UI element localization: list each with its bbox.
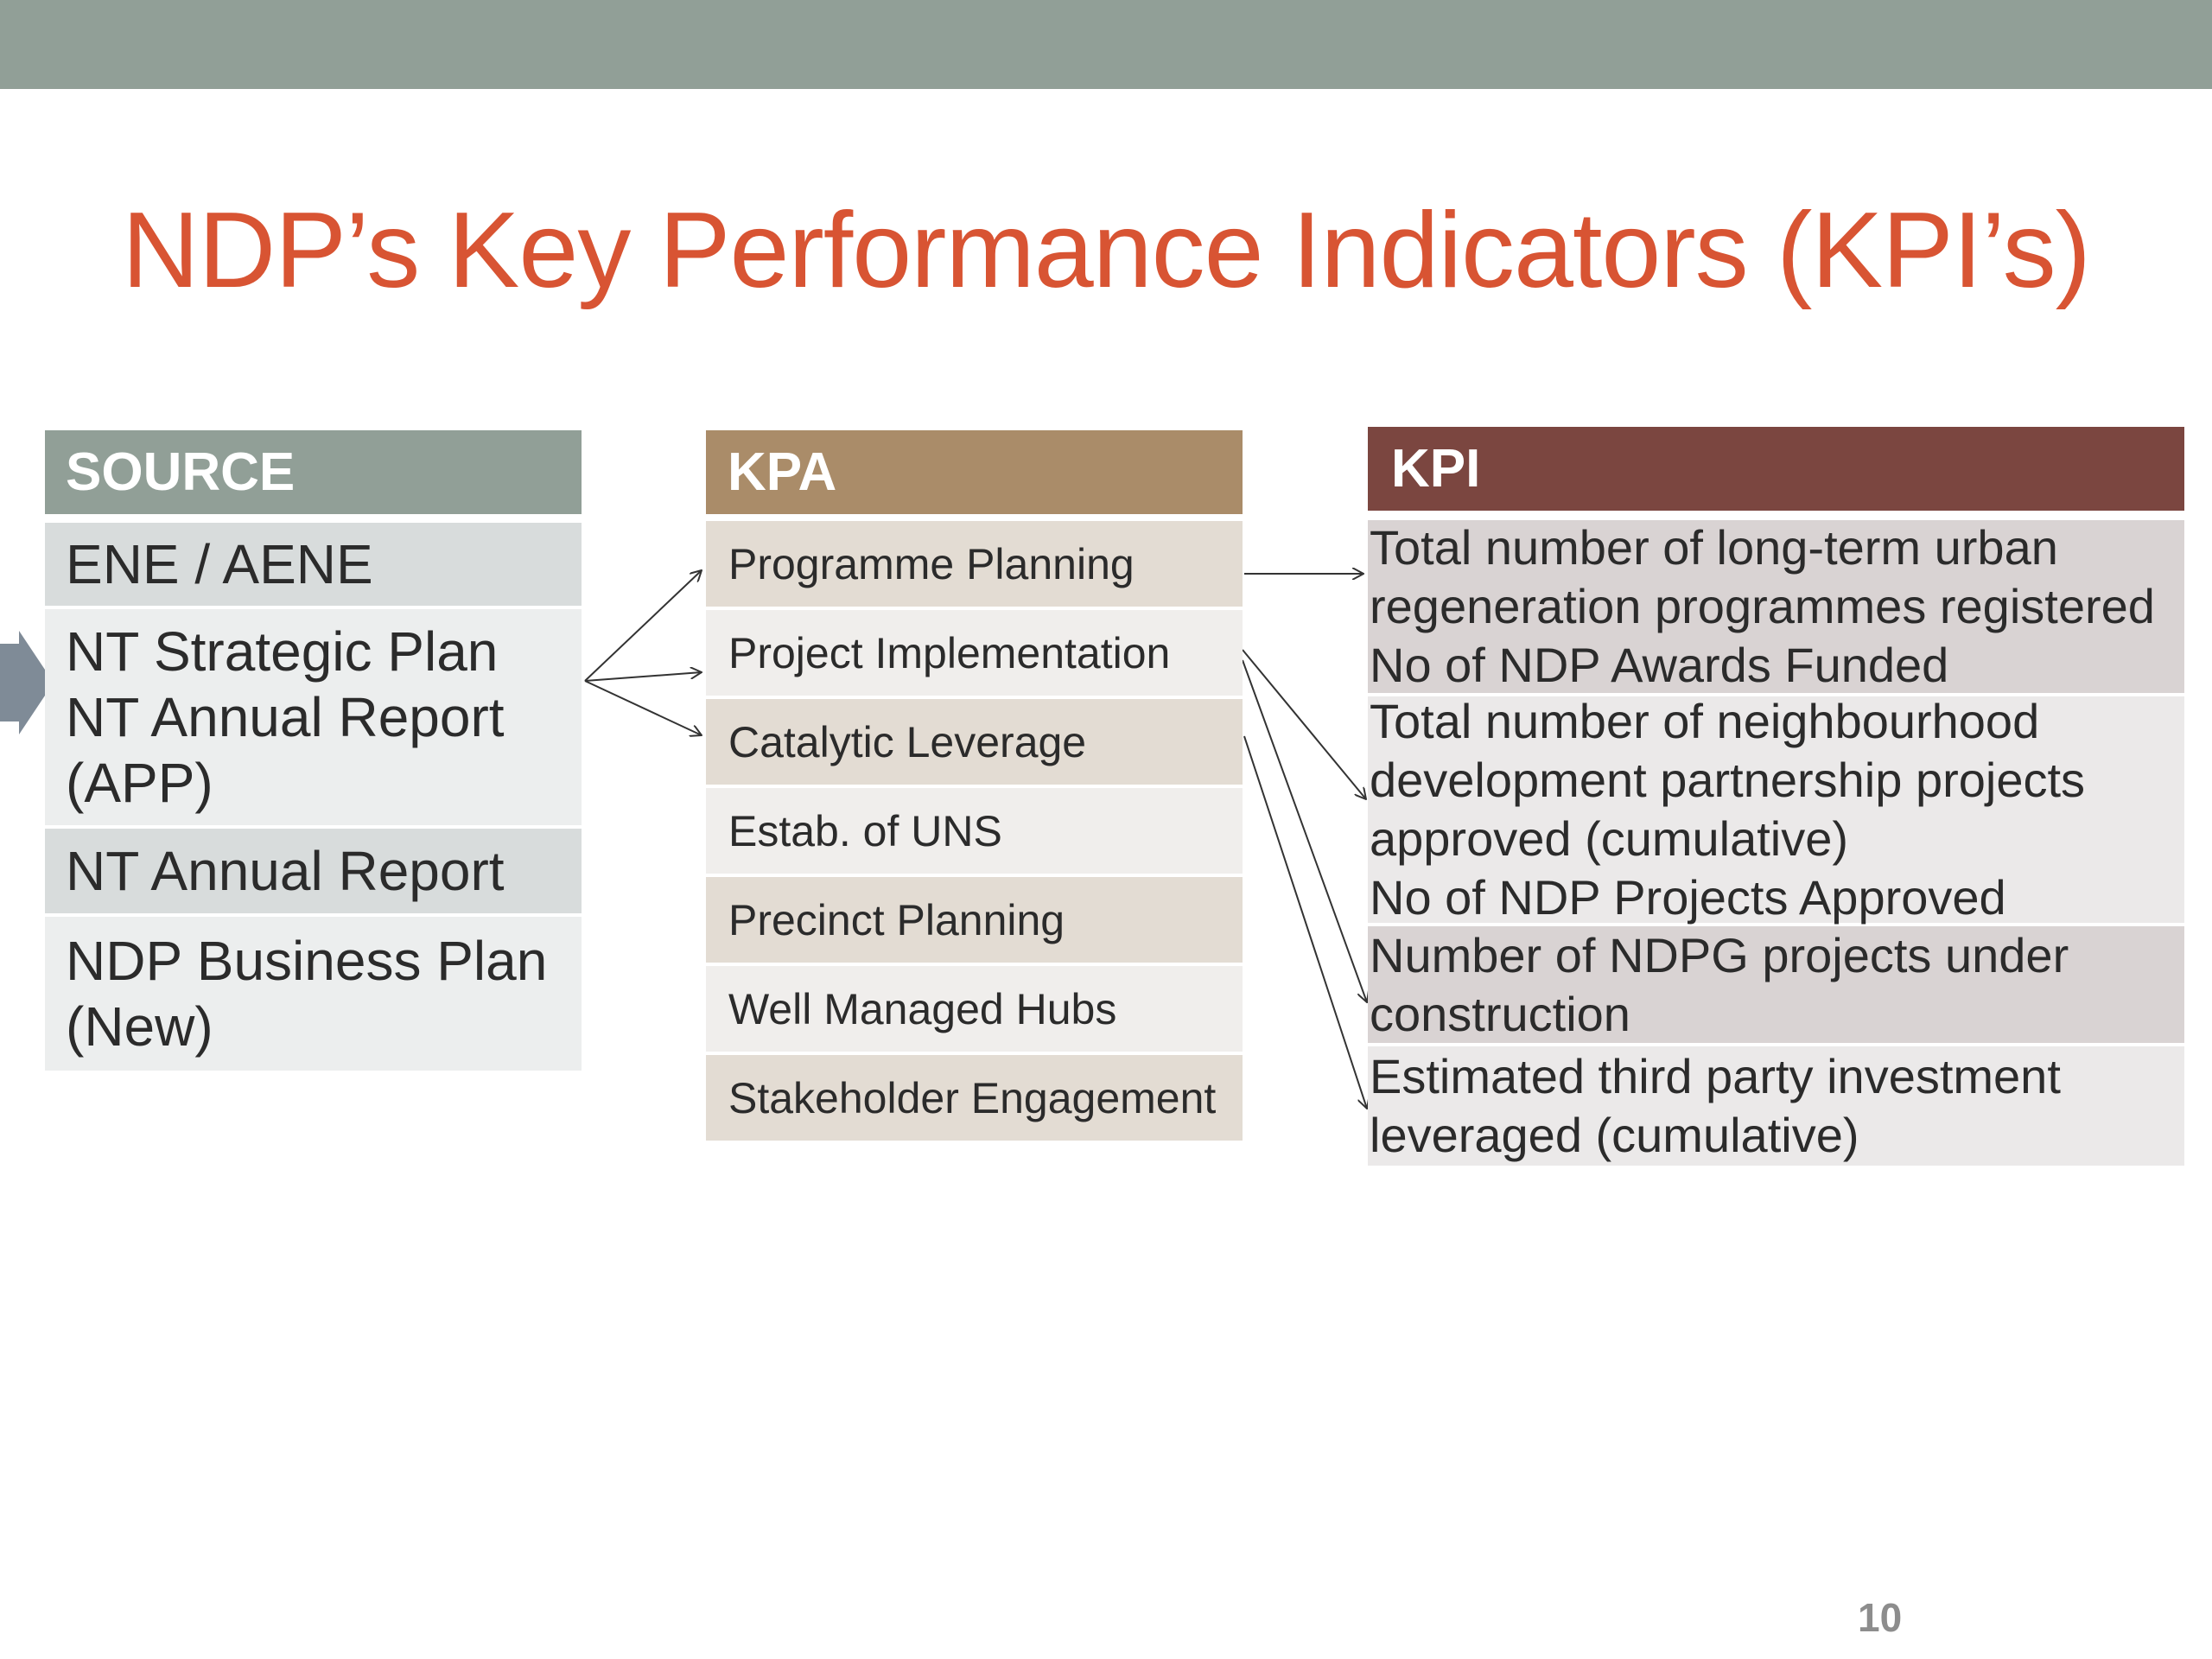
- kpa-item: Catalytic Leverage: [706, 699, 1243, 785]
- top-bar: [0, 0, 2212, 89]
- source-item: ENE / AENE: [45, 523, 582, 606]
- kpi-item: Estimated third party investment leverag…: [1368, 1046, 2184, 1166]
- kpa-header: KPA: [706, 430, 1243, 514]
- kpa-item: Estab. of UNS: [706, 788, 1243, 874]
- kpa-item: Precinct Planning: [706, 877, 1243, 963]
- kpi-item: Total number of long-term urban regenera…: [1368, 520, 2184, 693]
- kpi-header: KPI: [1368, 427, 2184, 511]
- kpa-item: Programme Planning: [706, 521, 1243, 607]
- kpa-item: Stakeholder Engagement: [706, 1055, 1243, 1141]
- connector-kpa-kpi-3: [1242, 659, 1367, 1002]
- connector-src-kpa-3: [584, 680, 702, 735]
- slide-title: NDP’s Key Performance Indicators (KPI’s): [122, 191, 2091, 310]
- kpi-item: Number of NDPG projects under constructi…: [1368, 926, 2184, 1043]
- source-item: NT Strategic Plan NT Annual Report (APP): [45, 609, 582, 825]
- kpa-item: Project Implementation: [706, 610, 1243, 696]
- kpi-item: Total number of neighbourhood developmen…: [1368, 694, 2184, 925]
- kpa-item: Well Managed Hubs: [706, 966, 1243, 1052]
- connector-kpa-kpi-4: [1243, 735, 1367, 1109]
- page-number: 10: [1858, 1595, 1903, 1640]
- source-item: NDP Business Plan (New): [45, 917, 582, 1071]
- connector-src-kpa-2: [584, 672, 702, 682]
- connector-src-kpa-1: [584, 570, 702, 682]
- connector-kpa-kpi-2: [1242, 649, 1366, 799]
- source-header: SOURCE: [45, 430, 582, 514]
- source-item: NT Annual Report: [45, 829, 582, 913]
